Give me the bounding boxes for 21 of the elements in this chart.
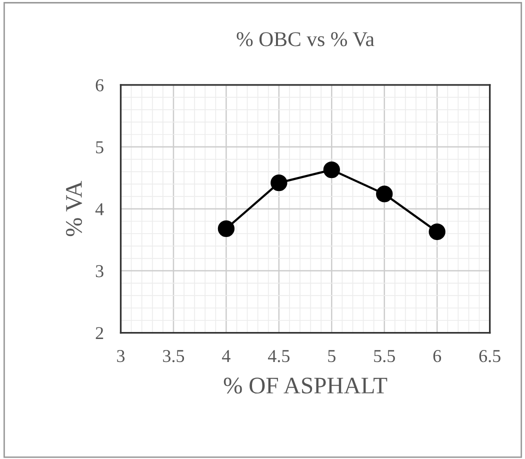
point [376, 186, 393, 202]
point [323, 161, 340, 178]
y-tick-label: 5 [96, 141, 104, 154]
x-tick-label: 4 [222, 350, 230, 362]
x-tick-label: 4.5 [268, 350, 290, 362]
point [270, 174, 288, 192]
x-tick-label: 5.5 [374, 350, 395, 362]
y-tick-label: 2 [96, 327, 104, 340]
chart-title: % OBC vs % Va [236, 32, 374, 46]
y-axis-title: % VA [66, 180, 82, 236]
y-tick-label: 4 [95, 203, 104, 216]
x-tick-label: 3 [117, 350, 125, 362]
x-tick-label: 6 [433, 350, 442, 362]
y-tick-label: 3 [96, 265, 104, 278]
x-axis-title: % OF ASPHALT [224, 378, 388, 394]
x-tick-label: 6.5 [479, 350, 500, 362]
y-tick-label: 6 [96, 79, 104, 92]
x-tick-label: 5 [328, 350, 336, 362]
point [428, 223, 446, 240]
x-tick-label: 3.5 [163, 350, 184, 362]
point [218, 220, 235, 238]
